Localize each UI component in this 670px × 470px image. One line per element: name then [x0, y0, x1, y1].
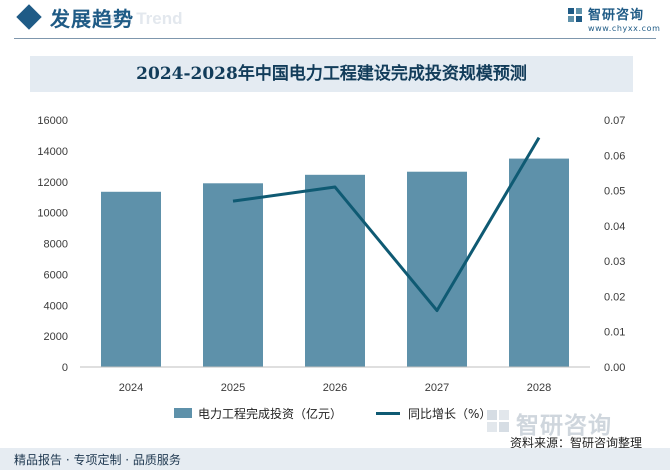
- x-tick-label: 2024: [119, 382, 143, 394]
- left-tick-label: 0: [62, 362, 68, 374]
- x-tick-label: 2025: [221, 382, 245, 394]
- bar: [509, 158, 569, 367]
- legend-swatch-line: [376, 412, 400, 415]
- left-tick-label: 14000: [37, 146, 68, 158]
- right-tick-label: 0.03: [604, 256, 625, 268]
- logo-url: www.chyxx.com: [588, 24, 661, 33]
- chart-legend: 电力工程完成投资（亿元） 同比增长（%）: [0, 402, 670, 424]
- bar-series: [101, 158, 569, 367]
- footer-bar: 精品报告 · 专项定制 · 品质服务: [0, 448, 670, 470]
- footer-text: 精品报告 · 专项定制 · 品质服务: [14, 453, 181, 467]
- right-tick-label: 0.05: [604, 186, 625, 198]
- logo-name: 智研咨询: [588, 8, 645, 23]
- bar: [203, 183, 263, 367]
- bar: [407, 171, 467, 367]
- chart-title-box: 2024-2028年中国电力工程建设完成投资规模预测: [30, 56, 633, 92]
- header-subtitle: ent Trend: [106, 9, 183, 28]
- left-tick-label: 2000: [44, 331, 68, 343]
- logo-icon: [568, 8, 582, 22]
- right-tick-label: 0.02: [604, 291, 625, 303]
- legend-swatch-bar: [174, 408, 192, 418]
- x-tick-label: 2028: [527, 382, 551, 394]
- right-tick-label: 0.00: [604, 362, 625, 374]
- right-axis: 0.00 0.01 0.02 0.03 0.04 0.05 0.06 0.07: [604, 115, 625, 374]
- diamond-icon: [16, 4, 42, 30]
- line-series: [232, 136, 541, 313]
- section-title: 发展趋势: [50, 7, 134, 31]
- watermark-text: 智研咨询: [516, 413, 612, 439]
- left-tick-label: 10000: [37, 208, 68, 220]
- left-tick-label: 6000: [44, 269, 68, 281]
- left-tick-label: 4000: [44, 300, 68, 312]
- chart-title: 2024-2028年中国电力工程建设完成投资规模预测: [136, 64, 527, 84]
- right-tick-label: 0.06: [604, 150, 625, 162]
- legend-label-bar: 电力工程完成投资（亿元）: [198, 407, 343, 421]
- x-axis: 2024 2025 2026 2027 2028: [119, 382, 551, 394]
- right-tick-label: 0.01: [604, 327, 625, 339]
- bar: [305, 174, 365, 367]
- left-axis: 0 2000 4000 6000 8000 10000 12000 14000 16000: [37, 115, 68, 374]
- left-tick-label: 16000: [37, 115, 68, 127]
- watermark-logo: 智研咨询: [486, 407, 662, 439]
- page-header: ent Trend 发展趋势 智研咨询 www.chyxx.com: [0, 0, 670, 44]
- source-note: 资料来源：智研咨询整理: [510, 436, 643, 450]
- left-tick-label: 12000: [37, 177, 68, 189]
- bar: [101, 191, 161, 367]
- legend-label-line: 同比增长（%）: [408, 407, 492, 421]
- combo-chart: 0 2000 4000 6000 8000 10000 12000 14000 16000 0.…: [37, 115, 625, 394]
- right-tick-label: 0.04: [604, 221, 625, 233]
- growth-line: [232, 136, 541, 313]
- x-tick-label: 2026: [323, 382, 347, 394]
- header-divider: [14, 38, 656, 39]
- x-tick-label: 2027: [425, 382, 449, 394]
- left-tick-label: 8000: [44, 239, 68, 251]
- watermark-icon: [487, 410, 509, 432]
- right-tick-label: 0.07: [604, 115, 625, 127]
